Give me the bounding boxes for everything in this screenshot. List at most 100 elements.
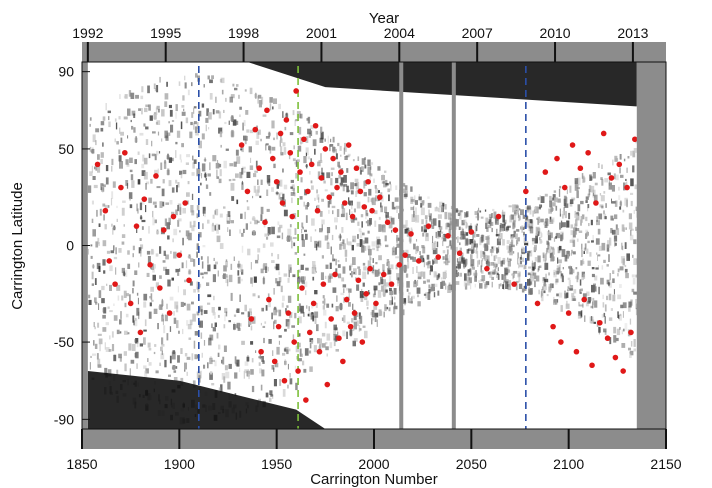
density-mark [183, 289, 186, 296]
density-mark [216, 235, 221, 243]
density-mark [89, 362, 91, 370]
density-mark [624, 242, 627, 249]
density-mark [625, 273, 629, 279]
density-mark [328, 274, 331, 278]
density-mark [490, 262, 495, 266]
density-mark [219, 213, 223, 218]
density-mark [117, 295, 120, 301]
density-mark [292, 274, 296, 278]
density-mark [184, 75, 186, 81]
density-mark [522, 247, 527, 253]
density-mark [446, 222, 450, 228]
density-mark [196, 243, 199, 250]
density-mark [101, 285, 105, 291]
density-mark [123, 95, 126, 99]
density-mark [457, 261, 461, 269]
density-mark [555, 271, 560, 275]
density-mark [120, 131, 124, 136]
density-mark [521, 225, 524, 233]
density-mark [185, 162, 189, 165]
density-mark [172, 365, 176, 370]
density-mark [225, 274, 228, 278]
density-mark [240, 264, 243, 273]
density-mark [580, 310, 583, 318]
density-mark [427, 202, 432, 208]
density-mark [372, 269, 377, 275]
density-mark [361, 288, 363, 295]
density-mark [381, 224, 386, 233]
density-mark [590, 185, 595, 193]
data-point [299, 285, 305, 291]
density-mark [414, 215, 417, 221]
density-mark [230, 292, 233, 301]
density-mark [518, 274, 521, 283]
data-point [306, 329, 313, 336]
density-mark [250, 341, 254, 345]
density-mark [375, 188, 379, 194]
density-mark [519, 256, 522, 260]
density-mark [537, 197, 540, 201]
density-mark [313, 345, 317, 353]
density-mark [218, 127, 223, 134]
density-mark [273, 163, 276, 169]
density-mark [173, 377, 178, 381]
density-mark [105, 322, 109, 326]
density-mark [538, 206, 541, 210]
density-mark [604, 216, 607, 220]
density-mark [505, 267, 510, 273]
density-mark [123, 290, 127, 298]
density-mark [597, 255, 598, 261]
density-mark [459, 272, 462, 277]
density-mark [558, 188, 561, 197]
density-mark [447, 260, 450, 263]
density-mark [212, 155, 217, 162]
x-tick-label: 1950 [261, 456, 292, 472]
density-mark [260, 384, 263, 391]
density-mark [568, 212, 571, 220]
density-mark [239, 367, 241, 372]
density-mark [316, 194, 320, 200]
density-mark [251, 217, 256, 221]
density-mark [529, 207, 532, 215]
density-mark [633, 258, 638, 265]
data-point [569, 142, 576, 148]
density-mark [130, 174, 134, 181]
density-mark [222, 356, 225, 365]
density-mark [155, 253, 159, 257]
density-mark [421, 226, 424, 232]
density-mark [163, 161, 167, 169]
density-mark [374, 269, 379, 277]
density-mark [312, 261, 316, 269]
density-mark [87, 248, 89, 255]
density-mark [393, 306, 396, 315]
density-mark [149, 115, 153, 121]
data-point [589, 362, 595, 369]
density-mark [628, 222, 633, 230]
density-mark [179, 207, 182, 215]
density-mark [594, 300, 598, 308]
density-mark [150, 293, 153, 300]
density-mark [211, 75, 214, 80]
density-mark [138, 262, 140, 268]
density-mark [516, 280, 519, 283]
density-mark [470, 254, 473, 260]
density-mark [103, 214, 105, 221]
density-mark [366, 306, 369, 310]
density-mark [420, 207, 425, 216]
density-mark [306, 118, 309, 121]
density-mark [268, 146, 272, 150]
density-mark [393, 206, 396, 210]
density-mark [218, 344, 221, 350]
density-mark [559, 213, 562, 217]
density-mark [152, 268, 155, 273]
density-mark [147, 342, 151, 348]
density-mark [120, 137, 123, 143]
density-mark [93, 184, 98, 189]
density-mark [378, 190, 380, 193]
density-mark [415, 214, 420, 223]
density-mark [600, 177, 603, 180]
density-mark [320, 126, 323, 133]
density-mark [345, 257, 347, 262]
density-mark [155, 107, 158, 116]
density-mark [287, 363, 289, 370]
